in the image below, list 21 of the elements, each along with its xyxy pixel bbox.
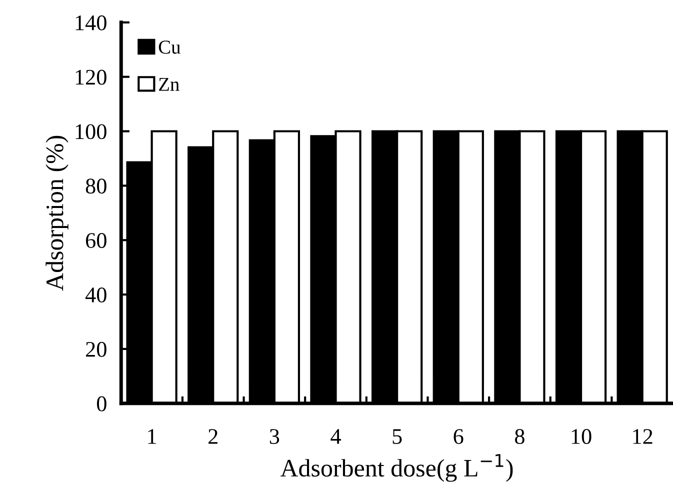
x-tick-label: 1	[148, 429, 156, 444]
x-tick-label: 3	[270, 429, 280, 444]
x-tick-label: 2	[208, 429, 218, 444]
y-tick-label: 20	[86, 342, 106, 357]
x-axis-title: Adsorbent dose(g L$^{−1}$)	[280, 454, 513, 482]
y-axis-title: Adsorption (%)	[46, 136, 68, 291]
legend-label: Cu	[158, 40, 180, 54]
legend-label: Zn	[159, 78, 180, 91]
y-tick-label: 80	[86, 178, 106, 194]
x-tick-label: 5	[392, 429, 402, 444]
x-tick-label: 10	[572, 429, 592, 444]
y-tick-label: 0	[96, 396, 106, 412]
x-tick-label: 12	[633, 429, 652, 444]
y-tick-label: 140	[76, 15, 106, 30]
y-tick-label: 120	[76, 70, 106, 85]
x-tick-label: 6	[454, 429, 464, 444]
x-tick-label: 4	[330, 429, 341, 444]
y-tick-label: 100	[76, 124, 106, 140]
x-tick-label: 8	[514, 429, 524, 444]
y-tick-label: 40	[85, 287, 106, 302]
y-tick-label: 60	[86, 233, 106, 248]
